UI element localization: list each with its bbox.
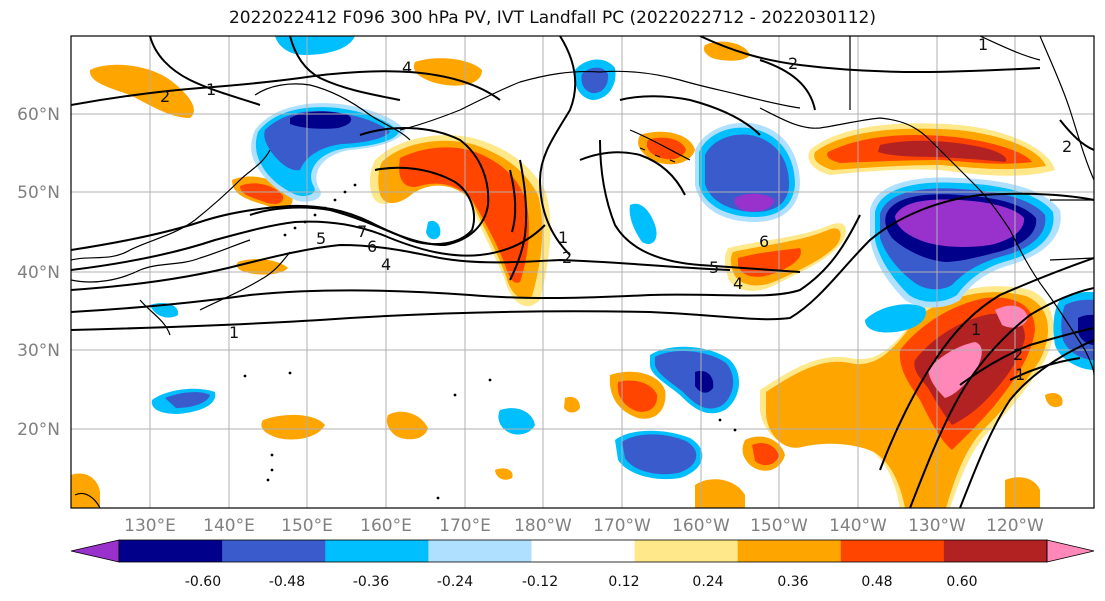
contour-label: 1 bbox=[971, 320, 981, 339]
lat-label: 20°N bbox=[17, 420, 60, 440]
colorbar-tick-label: 0.48 bbox=[861, 574, 892, 590]
lon-label: 180°W bbox=[514, 516, 572, 536]
filled-anomalies bbox=[71, 36, 1094, 508]
lat-label: 60°N bbox=[17, 105, 60, 125]
colorbar-tick-label: -0.48 bbox=[269, 574, 305, 590]
lon-label: 120°W bbox=[986, 516, 1044, 536]
contour-label: 2 bbox=[160, 87, 170, 106]
colorbar-extend-high bbox=[1046, 539, 1095, 563]
dotted-islands bbox=[243, 183, 737, 500]
contour-label: 1 bbox=[978, 35, 988, 54]
latitude-labels: 60°N 50°N 40°N 30°N 20°N bbox=[17, 105, 60, 440]
lon-label: 150°E bbox=[281, 516, 333, 536]
lon-label: 140°E bbox=[203, 516, 255, 536]
colorbar-segment bbox=[119, 540, 223, 562]
colorbar-tick-label: 0.12 bbox=[608, 574, 639, 590]
contour-label: 6 bbox=[367, 237, 377, 256]
contour-label: 1 bbox=[229, 323, 239, 342]
contour-label: 2 bbox=[562, 248, 572, 267]
contour-label: 5 bbox=[709, 258, 719, 277]
colorbar-segment bbox=[428, 540, 532, 562]
colorbar-segment bbox=[325, 540, 429, 562]
ivt-contours bbox=[71, 36, 1094, 508]
map-title: 2022022412 F096 300 hPa PV, IVT Landfall… bbox=[228, 8, 876, 28]
contour-label: 5 bbox=[316, 229, 326, 248]
contour-label: 4 bbox=[381, 255, 391, 274]
contour-label: 4 bbox=[402, 58, 412, 77]
colorbar-frame bbox=[118, 539, 1048, 563]
lon-label: 170°W bbox=[593, 516, 651, 536]
colorbar-segment bbox=[943, 540, 1048, 562]
lon-label: 160°W bbox=[672, 516, 730, 536]
lat-label: 30°N bbox=[17, 341, 60, 361]
coastlines bbox=[71, 36, 1094, 508]
lat-label: 40°N bbox=[17, 263, 60, 283]
longitude-labels: 130°E 140°E 150°E 160°E 170°E 180°W 170°… bbox=[124, 516, 1044, 536]
contour-label: 1 bbox=[206, 80, 216, 99]
contour-label: 4 bbox=[733, 274, 743, 293]
lon-label: 150°W bbox=[750, 516, 808, 536]
colorbar-segment bbox=[737, 540, 842, 562]
colorbar-tick-labels: -0.60 -0.48 -0.36 -0.24 -0.12 0.12 0.24 … bbox=[185, 574, 978, 590]
colorbar-tick-label: 0.24 bbox=[692, 574, 723, 590]
lon-label: 130°E bbox=[124, 516, 176, 536]
contour-label: 6 bbox=[759, 232, 769, 251]
graticule bbox=[71, 36, 1094, 508]
contour-label: 2 bbox=[1013, 345, 1023, 364]
colorbar-segment bbox=[634, 540, 739, 562]
contour-label: 7 bbox=[357, 222, 367, 241]
contour-label: 1 bbox=[558, 228, 568, 247]
colorbar-segment bbox=[840, 540, 945, 562]
lon-label: 140°W bbox=[829, 516, 887, 536]
lon-label: 130°W bbox=[908, 516, 966, 536]
colorbar-segment bbox=[222, 540, 326, 562]
colorbar-tick-label: 0.36 bbox=[777, 574, 808, 590]
colorbar-tick-label: -0.60 bbox=[185, 574, 221, 590]
colorbar-tick-label: -0.24 bbox=[437, 574, 473, 590]
colorbar-tick-label: 0.60 bbox=[946, 574, 977, 590]
lat-label: 50°N bbox=[17, 183, 60, 203]
colorbar-tick-label: -0.36 bbox=[353, 574, 389, 590]
contour-label: 2 bbox=[1062, 137, 1072, 156]
negative-anomaly-regions bbox=[150, 36, 1094, 480]
contour-labels: 1 2 4 1 5 7 6 4 1 2 6 5 4 2 2 1 1 1 2 bbox=[160, 35, 1072, 384]
colorbar-segment bbox=[531, 540, 636, 562]
lon-label: 170°E bbox=[439, 516, 491, 536]
contour-label: 2 bbox=[788, 54, 798, 73]
colorbar bbox=[70, 539, 1095, 563]
colorbar-tick-label: -0.12 bbox=[522, 574, 558, 590]
map-frame bbox=[70, 35, 1095, 509]
lon-label: 160°E bbox=[360, 516, 412, 536]
contour-label: 1 bbox=[1015, 365, 1025, 384]
colorbar-extend-low bbox=[70, 539, 120, 563]
